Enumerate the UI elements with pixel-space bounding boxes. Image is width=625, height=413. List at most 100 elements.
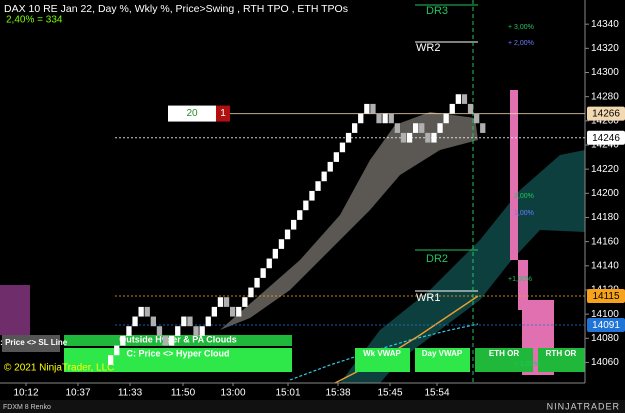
brick xyxy=(132,316,138,327)
brick xyxy=(303,200,309,211)
x-tick-label: 15:38 xyxy=(325,388,350,399)
brick xyxy=(175,326,181,336)
brick xyxy=(278,239,285,249)
price-marker-label: 14091 xyxy=(592,320,620,331)
button-label[interactable]: Outside Hyper & PA Clouds xyxy=(119,334,237,344)
annotation: WR1 xyxy=(416,292,440,304)
y-tick-label: 14200 xyxy=(591,188,619,199)
hyper-cloud xyxy=(340,150,585,383)
brick xyxy=(376,113,382,124)
brick xyxy=(144,306,150,317)
brick xyxy=(260,268,266,278)
annotation: DR2 xyxy=(426,253,448,265)
annotation: +1,00% xyxy=(508,276,532,283)
button-label[interactable]: C: Price <> Hyper Cloud xyxy=(126,348,229,358)
annotation: + 2,00% xyxy=(508,40,534,47)
brick xyxy=(114,345,120,356)
x-tick-label: 15:54 xyxy=(424,388,449,399)
brick xyxy=(358,113,364,124)
vwap xyxy=(289,323,479,381)
button-label[interactable]: E: Price <> SL Line xyxy=(0,338,68,347)
x-tick-label: 10:12 xyxy=(13,388,38,399)
button[interactable] xyxy=(415,348,470,372)
button[interactable] xyxy=(475,348,533,372)
brick xyxy=(406,132,413,143)
button-label[interactable]: Wk VWAP xyxy=(363,349,401,358)
y-tick-label: 14060 xyxy=(591,357,619,368)
swing-badge xyxy=(216,105,230,122)
brick xyxy=(467,103,474,114)
button[interactable] xyxy=(538,348,585,372)
brick xyxy=(193,326,199,336)
buttons xyxy=(2,335,585,372)
button-label[interactable]: Day VWAP xyxy=(422,349,463,358)
status-bar xyxy=(0,400,625,413)
brick xyxy=(455,94,461,104)
button-label[interactable]: ETH OR xyxy=(489,349,519,358)
brick xyxy=(321,171,327,182)
brick xyxy=(291,219,297,230)
button[interactable] xyxy=(64,335,292,346)
brick xyxy=(181,316,187,327)
brick xyxy=(425,132,431,143)
swing-badge-label: 1 xyxy=(220,108,226,119)
brick xyxy=(108,355,114,365)
x-tick-label: 11:50 xyxy=(171,388,196,399)
y-tick-label: 14240 xyxy=(591,140,619,151)
button[interactable] xyxy=(2,335,60,352)
brick xyxy=(327,161,333,172)
y-tick-label: 14220 xyxy=(591,164,619,175)
y-tick-label: 14320 xyxy=(591,43,619,54)
brick xyxy=(370,103,376,114)
price-marker-label: 14266 xyxy=(592,109,620,120)
brick xyxy=(284,229,291,240)
price-marker-label: 14246 xyxy=(592,133,620,144)
price-marker xyxy=(587,289,625,304)
annotation: + 1,00% xyxy=(514,361,540,368)
brick xyxy=(315,181,321,191)
brick xyxy=(150,316,156,327)
annotation: 1,00% xyxy=(514,210,534,217)
brick xyxy=(388,113,394,124)
brick xyxy=(474,113,480,124)
brick xyxy=(394,123,400,133)
copyright: © 2021 NinjaTrader, LLC xyxy=(4,363,114,374)
y-tick-label: 14340 xyxy=(591,19,619,30)
brick xyxy=(187,316,193,327)
brick xyxy=(254,277,260,288)
button[interactable] xyxy=(355,348,410,372)
annotation: + 3,00% xyxy=(508,24,534,31)
y-tick-label: 14300 xyxy=(591,67,619,78)
y-tick-label: 14180 xyxy=(591,212,619,223)
brick xyxy=(413,123,419,133)
brick xyxy=(333,152,339,162)
brick xyxy=(382,113,388,124)
y-tick-label: 14140 xyxy=(591,260,619,271)
brick xyxy=(223,297,230,307)
brick xyxy=(230,306,236,317)
annotation: WR2 xyxy=(416,42,440,54)
subtitle: 2,40% = 334 xyxy=(6,15,63,26)
brick xyxy=(419,123,425,133)
button-label[interactable]: RTH OR xyxy=(546,349,577,358)
brick xyxy=(126,326,132,336)
brick xyxy=(272,248,278,259)
eth-tpo xyxy=(0,285,30,335)
y-tick-label: 14080 xyxy=(591,333,619,344)
brick xyxy=(169,335,175,346)
swing-count: 20 xyxy=(186,108,198,119)
x-tick-label: 15:45 xyxy=(377,388,402,399)
button[interactable] xyxy=(64,348,292,372)
pa-cloud xyxy=(220,112,478,330)
annotation: 2,00% xyxy=(514,193,534,200)
brand: NINJATRADER xyxy=(547,401,620,411)
y-tick-label: 14100 xyxy=(591,309,619,320)
brick xyxy=(297,210,303,220)
brick xyxy=(156,326,163,336)
x-tick-label: 10:37 xyxy=(65,388,90,399)
brick xyxy=(138,306,144,317)
brick xyxy=(480,123,486,133)
brick xyxy=(236,306,242,317)
x-tick-label: 13:00 xyxy=(220,388,245,399)
chart-title: DAX 10 RE Jan 22, Day %, Wkly %, Price>S… xyxy=(4,3,348,15)
